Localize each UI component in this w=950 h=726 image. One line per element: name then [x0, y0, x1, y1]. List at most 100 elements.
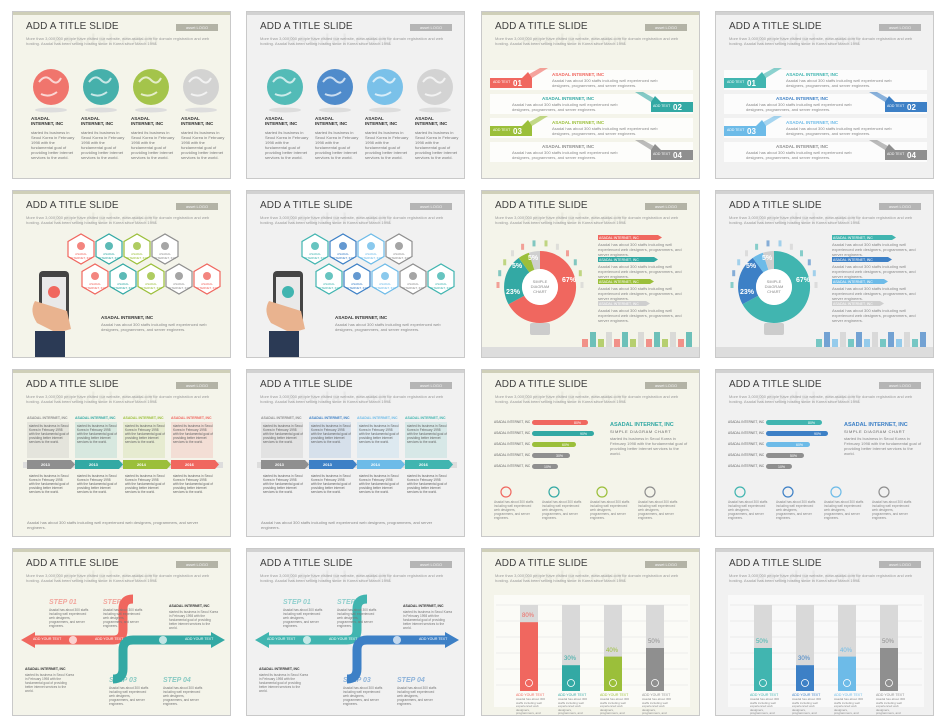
bar-caption: ADD YOUR TEXT: [516, 693, 545, 697]
company-label: ASADAL INTERNET, INC: [31, 116, 64, 126]
donut-value-label: 67%: [796, 277, 811, 284]
hbar-label: ASADAL INTERNET, INC: [494, 453, 531, 457]
feature-body: Asadal has about 300 staffs including we…: [872, 500, 912, 520]
add-your-text: ADD YOUR TEXT: [329, 637, 358, 641]
slide-logo: asset LOGO: [879, 382, 921, 389]
slide-subtitle: More than 3,000,000 people have visited …: [495, 573, 679, 583]
step-label: STEP 01: [49, 599, 77, 606]
ribbon-body: Asadal has about 300 staffs including we…: [552, 126, 658, 136]
building-icon: [630, 339, 636, 347]
slide-top-bar: [716, 191, 933, 194]
bar-value: 50%: [648, 639, 661, 645]
step-company: ASADAL INTERNET, INC: [259, 667, 300, 671]
hbar-value: 90%: [580, 431, 588, 436]
slide-top-bar: [482, 549, 699, 552]
company-label: ASADAL INTERNET, INC: [315, 116, 348, 126]
timeline-body: started its business in Seoul Korea in F…: [263, 424, 303, 444]
building-icon: [638, 332, 644, 347]
hbar-label: ASADAL INTERNET, INC: [494, 442, 531, 446]
donut-value-label: 5%: [528, 255, 539, 262]
step-label: STEP 02: [337, 599, 365, 606]
bar-value: 40%: [840, 647, 853, 654]
building-icon: [856, 332, 862, 347]
bar-caption: ADD YOUR TEXT: [834, 693, 863, 697]
ribbon-tab: [724, 120, 766, 136]
company-label: ASADAL INTERNET, INC: [81, 116, 114, 126]
donut-slice: [528, 251, 540, 270]
slide-logo: asset LOGO: [645, 382, 687, 389]
ribbon-company: ASADAL INTERNET, INC: [786, 120, 839, 125]
timeline-detail: started its business in Seoul Korea in F…: [359, 474, 399, 494]
bar-value: 30%: [564, 656, 577, 663]
ribbon-company: ASADAL INTERNET, INC: [552, 72, 605, 77]
donut-slice: [518, 252, 535, 273]
hexagon-label: ASADAL INTERNET, INC: [98, 252, 120, 260]
slide-title: ADD A TITLE SLIDE: [495, 558, 588, 569]
bar-body: Asadal has about 300 staffs including we…: [598, 308, 682, 323]
globe-icon: [417, 69, 453, 105]
building-icon: [614, 339, 620, 347]
bar-caption: ADD YOUR TEXT: [792, 693, 821, 697]
slide-title: ADD A TITLE SLIDE: [260, 379, 353, 390]
hbar-value: 60%: [562, 442, 570, 447]
slide-title: ADD A TITLE SLIDE: [729, 379, 822, 390]
slide-title: ADD A TITLE SLIDE: [260, 200, 353, 211]
slide-content: ASADAL INTERNET, INC started its business…: [247, 370, 464, 536]
ribbon-tab: [885, 144, 927, 160]
timeline-detail: started its business in Seoul Korea in F…: [77, 474, 117, 494]
slide-content: 80% ADD YOUR TEXT Asadal has about 300 sta…: [482, 549, 699, 715]
timeline-company: ASADAL INTERNET, INC: [171, 416, 212, 420]
bar-body: Asadal has about 300 staffs including we…: [750, 697, 780, 716]
slide-top-bar: [13, 549, 230, 552]
ribbon-body: Asadal has about 300 staffs including we…: [746, 102, 852, 112]
building-icon: [670, 332, 676, 347]
add-your-text: ADD YOUR TEXT: [419, 637, 448, 641]
building-icon: [896, 339, 902, 347]
body-text: started its business in Seoul Korea in F…: [365, 130, 409, 160]
step-body: Asadal has about 300 staffs including we…: [397, 686, 437, 706]
ribbon-body: Asadal has about 300 staffs including we…: [512, 150, 618, 160]
bar-body: Asadal has about 300 staffs including we…: [832, 308, 916, 323]
slide-logo: asset LOGO: [176, 561, 218, 568]
building-icon: [686, 332, 692, 347]
timeline-company: ASADAL INTERNET, INC: [123, 416, 164, 420]
building-icon: [590, 332, 596, 347]
step-company: ASADAL INTERNET, INC: [403, 604, 444, 608]
slide-title: ADD A TITLE SLIDE: [26, 21, 119, 32]
hbar: [532, 431, 594, 436]
hbar-value: 10%: [544, 464, 552, 469]
slide-content: 50% ADD YOUR TEXT Asadal has about 300 sta…: [716, 549, 933, 716]
ribbon-number: 03: [513, 127, 522, 136]
slide-logo: asset LOGO: [645, 203, 687, 210]
bar-label: ASADAL INTERNET, INC: [833, 279, 873, 284]
timeline-year-block: [27, 460, 71, 469]
bar-caption: ADD YOUR TEXT: [600, 693, 629, 697]
add-text-label: ADD TEXT: [727, 80, 745, 84]
body-text: started its business in Seoul Korea in F…: [131, 130, 175, 160]
globe-icon: [83, 69, 119, 105]
slide-top-bar: [482, 12, 699, 15]
globe-shadow: [185, 107, 217, 113]
slide-subtitle: More than 3,000,000 people have visited …: [729, 215, 913, 225]
body-text: started its business in Seoul Korea in F…: [315, 130, 359, 160]
hbar-value: 60%: [796, 442, 804, 447]
add-text-label: ADD TEXT: [887, 152, 905, 156]
globe-shadow: [35, 107, 67, 113]
donut-slice: [742, 250, 811, 323]
